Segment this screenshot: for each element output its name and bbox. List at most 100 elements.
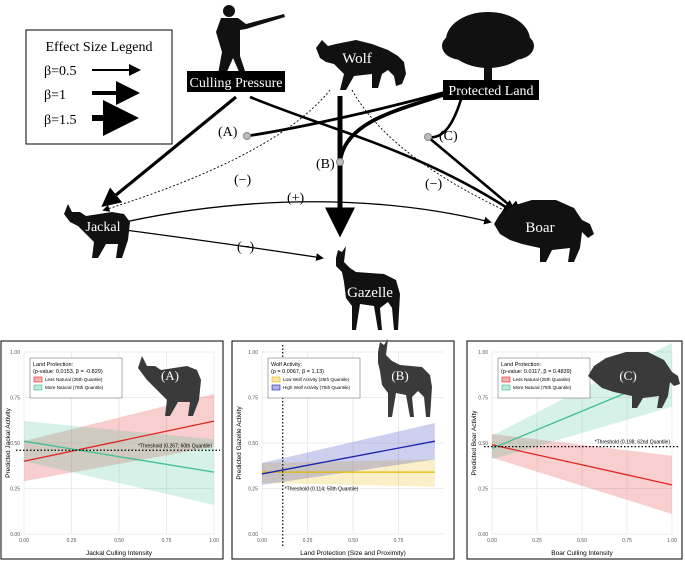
legend-swatch xyxy=(271,376,281,383)
x-tick-label: 0.00 xyxy=(257,538,267,544)
threshold-label: *Threshold (0.198; 62nd Quantile) xyxy=(595,440,671,446)
chart-panel-A: 0.00 0.25 0.50 0.75 1.00 0.00 0.25 0.50 0.75 1.00… xyxy=(0,340,224,560)
x-tick-label: 0.75 xyxy=(162,538,172,544)
x-tick-label: 0.75 xyxy=(622,538,632,544)
y-tick-label: 0.50 xyxy=(248,441,258,447)
legend-title: Effect Size Legend xyxy=(45,40,152,55)
legend-swatch xyxy=(271,384,281,391)
gazelle-silhouette-icon xyxy=(378,339,432,417)
legend-box xyxy=(29,357,123,399)
legend-item-label: β=1.5 xyxy=(44,113,77,128)
y-tick-label: 0.25 xyxy=(248,487,258,493)
panel-marker-label: (A) xyxy=(161,368,179,383)
effect-size-legend: Effect Size Legend β=0.5 β=1 β=1.5 xyxy=(25,29,173,145)
x-tick-label: 0.50 xyxy=(348,538,358,544)
protected-node-box xyxy=(443,80,539,100)
sign-label: (−) xyxy=(234,173,252,188)
x-tick-label: 0.50 xyxy=(114,538,124,544)
legend-stats: (p-value: 0.0117, β = 0.4839) xyxy=(501,369,572,375)
legend-title: Land Protection: xyxy=(501,362,542,368)
gazelle-node-label: Gazelle xyxy=(347,285,393,301)
legend-swatch xyxy=(33,384,43,391)
y-tick-label: 1.00 xyxy=(248,350,258,356)
chart-panels: 0.00 0.25 0.50 0.75 1.00 0.00 0.25 0.50 0.75 1.00… xyxy=(0,339,683,560)
legend-box xyxy=(497,357,591,399)
x-tick-label: 0.50 xyxy=(577,538,587,544)
y-tick-label: 0.75 xyxy=(478,396,488,402)
sign-label: (−) xyxy=(425,177,443,192)
panel-marker-label: (C) xyxy=(619,368,636,383)
x-tick-label: 0.00 xyxy=(487,538,497,544)
y-tick-label: 1.00 xyxy=(478,350,488,356)
tree-icon xyxy=(442,12,534,84)
y-tick-label: 0.75 xyxy=(248,396,258,402)
edge-wolf-jackal xyxy=(102,89,331,212)
x-tick-label: 0.25 xyxy=(303,538,313,544)
chart-panel-C: 0.00 0.25 0.50 0.75 1.00 0.00 0.25 0.50 0.75 1.00… xyxy=(466,340,683,560)
legend-entry: Low Wolf Activity (25th Quantile) xyxy=(283,377,350,382)
legend-entry: Less Natural (25th Quantile) xyxy=(513,377,571,382)
x-tick-label: 1.00 xyxy=(667,538,677,544)
marker-c-label: (C) xyxy=(439,129,458,144)
series-line xyxy=(491,444,673,486)
x-tick-label: 0.00 xyxy=(19,538,29,544)
marker-c-dot xyxy=(424,133,432,141)
edge-culling-jackal xyxy=(101,95,238,208)
y-tick-label: 0.00 xyxy=(10,532,20,538)
edge-culling-boar xyxy=(249,95,519,216)
legend-item-label: β=0.5 xyxy=(44,64,77,79)
edge-wolf-boar xyxy=(351,89,510,213)
y-tick-label: 0.75 xyxy=(10,396,20,402)
y-axis-label: Predicted Boar Activity xyxy=(471,410,478,476)
y-axis-label: Predicted Jackal Activity xyxy=(5,407,12,477)
hunter-icon xyxy=(216,5,285,74)
edge-jackal-gazelle xyxy=(124,229,324,261)
y-tick-label: 0.50 xyxy=(478,441,488,447)
y-tick-label: 0.50 xyxy=(10,441,20,447)
threshold-label: *Threshold (0.114; 50th Quantile) xyxy=(285,486,359,492)
gazelle-icon xyxy=(336,246,400,330)
confidence-band xyxy=(262,422,435,485)
diagram-edges xyxy=(101,89,520,261)
wolf-node-label: Wolf xyxy=(342,51,372,67)
y-axis-label: Predicted Gazelle Activity xyxy=(236,406,243,480)
wolf-icon xyxy=(316,40,406,90)
boar-node-label: Boar xyxy=(525,220,554,236)
x-tick-label: 0.75 xyxy=(394,538,404,544)
legend-stats: (p = 0.0067, β = 1.13) xyxy=(271,369,324,375)
legend-swatch xyxy=(33,376,43,383)
sign-label: (+) xyxy=(287,191,305,206)
legend-entry: Less Natural (25th Quantile) xyxy=(45,377,103,382)
legend-item-label: β=1 xyxy=(44,88,66,103)
threshold-label: *Threshold (0.267; 60th Quantile) xyxy=(138,443,212,449)
marker-a-dot xyxy=(243,132,251,140)
boar-silhouette-icon xyxy=(588,352,680,408)
legend-entry: High Wolf Activity (75th Quantile) xyxy=(283,385,351,390)
series-line xyxy=(23,420,215,462)
x-axis-label: Land Protection (Size and Proximity) xyxy=(300,550,406,557)
culling-node-label: Culling Pressure xyxy=(190,76,283,91)
marker-b-label: (B) xyxy=(316,157,335,172)
jackal-icon xyxy=(64,204,130,258)
panel-marker-label: (B) xyxy=(391,368,408,383)
legend-box xyxy=(267,357,361,399)
jackal-node-label: Jackal xyxy=(86,220,121,235)
culling-node-box xyxy=(187,71,285,92)
y-tick-label: 1.00 xyxy=(10,350,20,356)
x-axis-label: Boar Culling Intensity xyxy=(551,550,613,557)
y-tick-label: 0.00 xyxy=(478,532,488,538)
x-tick-label: 0.25 xyxy=(532,538,542,544)
x-axis-label: Jackal Culling Intensity xyxy=(86,550,153,557)
confidence-band xyxy=(24,421,214,505)
jackal-silhouette-icon xyxy=(138,356,201,416)
protected-node-label: Protected Land xyxy=(448,84,533,99)
legend-title: Wolf Activity: xyxy=(271,362,303,368)
series-line xyxy=(261,440,436,475)
marker-b-dot xyxy=(336,158,344,166)
legend-entry: More Natural (75th Quantile) xyxy=(45,385,104,390)
x-tick-label: 0.25 xyxy=(67,538,77,544)
edge-protected-markerB xyxy=(338,90,453,163)
sign-label: (−) xyxy=(237,240,255,255)
chart-panel-B: 0.00 0.25 0.50 0.75 1.00 0.00 0.25 0.50 0.75 *Thr… xyxy=(231,339,455,560)
